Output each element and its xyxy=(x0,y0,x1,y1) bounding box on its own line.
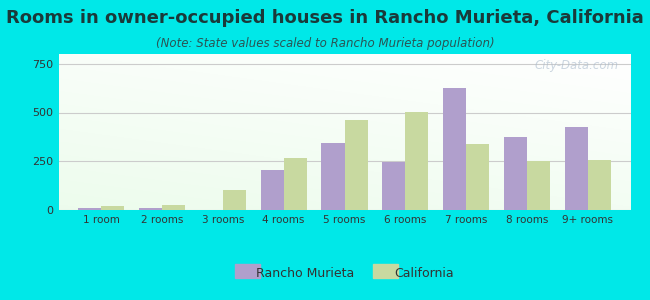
Text: (Note: State values scaled to Rancho Murieta population): (Note: State values scaled to Rancho Mur… xyxy=(156,38,494,50)
Bar xyxy=(406,112,428,210)
Bar xyxy=(588,160,611,210)
Bar xyxy=(139,208,162,210)
Text: City-Data.com: City-Data.com xyxy=(535,59,619,72)
Bar xyxy=(565,127,588,210)
Bar xyxy=(527,161,550,210)
Text: Rooms in owner-occupied houses in Rancho Murieta, California: Rooms in owner-occupied houses in Rancho… xyxy=(6,9,644,27)
Bar xyxy=(344,120,368,210)
Bar xyxy=(466,144,489,210)
Bar xyxy=(504,137,527,210)
Bar xyxy=(382,162,406,210)
Bar xyxy=(321,143,345,210)
Bar xyxy=(78,208,101,210)
Bar xyxy=(223,190,246,210)
Bar xyxy=(101,206,124,210)
Bar xyxy=(283,158,307,210)
Legend: Rancho Murieta, California: Rancho Murieta, California xyxy=(230,262,459,285)
Bar xyxy=(443,88,466,210)
Bar xyxy=(261,170,283,210)
Bar xyxy=(162,205,185,210)
